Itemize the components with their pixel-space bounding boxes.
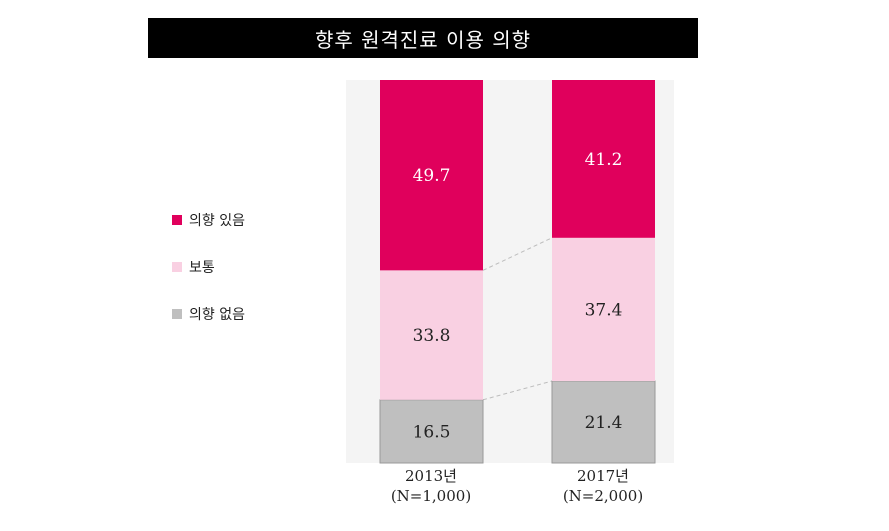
x-tick-2017: 2017년 (N=2,000) (533, 466, 673, 506)
bar-group (379, 80, 656, 464)
connector-line-no (482, 380, 553, 401)
value-label-neutral-1: 37.4 (585, 300, 623, 320)
legend-label-yes: 의향 있음 (189, 213, 245, 229)
legend-swatch-neutral (172, 262, 182, 272)
value-label-no-0: 16.5 (413, 422, 451, 442)
value-label-group: 16.5 33.8 49.7 21.4 37.4 41.2 (413, 150, 623, 443)
legend-item-yes: 의향 있음 (172, 210, 245, 230)
x-tick-label-2013: 2013년 (405, 467, 457, 485)
connector-lines (482, 237, 553, 401)
value-label-yes-0: 49.7 (413, 166, 451, 186)
bar-segment-yes-1 (552, 80, 655, 238)
x-tick-label-2017: 2017년 (577, 467, 629, 485)
value-label-neutral-0: 33.8 (413, 326, 451, 346)
bar-segment-neutral-1 (552, 237, 655, 382)
legend-swatch-yes (172, 215, 182, 225)
legend-swatch-no (172, 309, 182, 319)
bar-segment-neutral-0 (380, 270, 483, 400)
value-label-no-1: 21.4 (585, 413, 623, 433)
legend-item-no: 의향 없음 (172, 304, 245, 324)
x-tick-2013: 2013년 (N=1,000) (361, 466, 501, 506)
chart-title: 향후 원격진료 이용 의향 (148, 18, 698, 58)
bar-segment-yes-0 (380, 80, 483, 271)
value-label-yes-1: 41.2 (585, 150, 623, 170)
x-tick-sublabel-2013: (N=1,000) (390, 487, 472, 505)
connector-line-neutral (482, 237, 553, 271)
legend-label-neutral: 보통 (189, 260, 215, 276)
x-tick-sublabel-2017: (N=2,000) (562, 487, 644, 505)
legend-label-no: 의향 없음 (189, 307, 245, 323)
legend-item-neutral: 보통 (172, 257, 215, 277)
